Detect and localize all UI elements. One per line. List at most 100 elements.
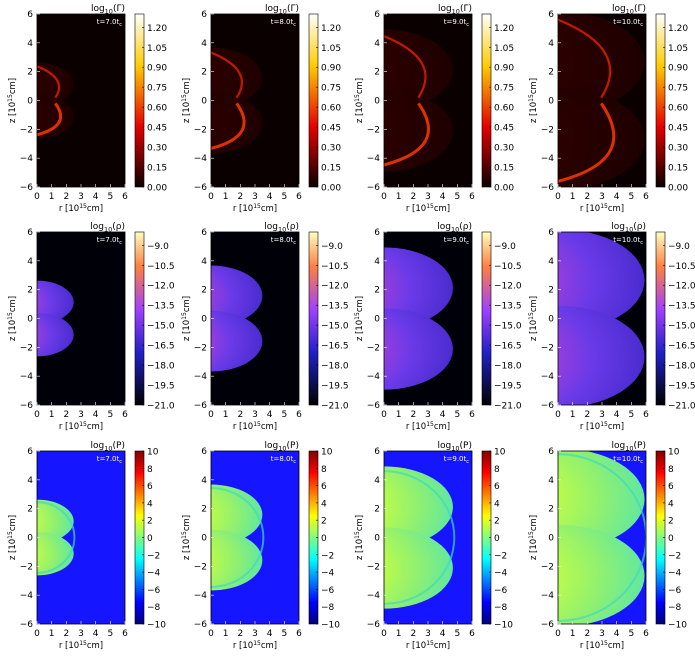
y-tick-label: 2 — [374, 68, 380, 78]
colorbar-tick-label: −13.5 — [668, 302, 695, 312]
colorbar-tick-label: −8 — [494, 603, 508, 613]
colorbar-tick-label: 0.45 — [668, 124, 688, 134]
y-tick-label: 2 — [201, 68, 207, 78]
lower-lobe — [558, 305, 645, 405]
y-tick-label: −2 — [367, 343, 380, 353]
colorbar-tick-label: −9.0 — [147, 242, 169, 252]
y-tick-label: 0 — [548, 97, 554, 107]
colorbar-tick-label: 0.75 — [668, 84, 688, 94]
x-tick-label: 0 — [555, 192, 561, 202]
x-tick-label: 4 — [93, 192, 99, 202]
x-tick-label: 6 — [122, 629, 128, 639]
lower-lobe — [211, 92, 263, 154]
x-tick-label: 0 — [34, 410, 40, 420]
colorbar-tick-label: 6 — [147, 482, 153, 492]
colorbar-tick-label: −4 — [147, 569, 161, 579]
y-tick-label: −2 — [194, 343, 207, 353]
x-tick-label: 3 — [252, 192, 258, 202]
time-label: t=7.0tc — [97, 18, 123, 28]
x-tick-label: 4 — [440, 192, 446, 202]
y-tick-label: −4 — [20, 591, 34, 601]
x-axis-label: r [1015cm] — [59, 421, 103, 432]
lower-lobe — [211, 529, 263, 591]
y-axis-label: z [1015cm] — [528, 78, 539, 123]
colorbar — [308, 13, 319, 188]
y-tick-label: 2 — [201, 505, 207, 515]
colorbar-tick-label: −12.0 — [668, 282, 695, 292]
y-tick-label: −6 — [367, 183, 381, 193]
colorbar-tick-label: 10 — [147, 448, 159, 458]
colorbar-tick-label: −19.5 — [147, 382, 175, 392]
time-label: t=9.0tc — [444, 455, 470, 465]
x-tick-label: 0 — [555, 410, 561, 420]
time-label: t=10.0tc — [613, 455, 643, 465]
x-axis-label: r [1015cm] — [233, 640, 277, 651]
colorbar-tick-label: −16.5 — [494, 342, 522, 352]
y-tick-label: −4 — [541, 372, 555, 382]
colorbar-tick-label: 1.20 — [147, 24, 167, 34]
y-axis-label: z [1015cm] — [7, 78, 18, 123]
y-tick-label: −2 — [541, 562, 554, 572]
x-tick-label: 4 — [93, 410, 99, 420]
colorbar-tick-label: 0 — [494, 534, 500, 544]
colorbar-tick-label: 2 — [321, 517, 327, 527]
colorbar-tick-label: −4 — [321, 569, 335, 579]
lower-shock-front — [558, 102, 616, 183]
colorbar-tick-label: 1.20 — [321, 24, 341, 34]
x-tick-label: 2 — [63, 410, 69, 420]
x-tick-label: 2 — [584, 192, 590, 202]
y-tick-label: 0 — [548, 534, 554, 544]
x-tick-label: 5 — [281, 410, 287, 420]
colorbar-tick-label: 6 — [668, 482, 674, 492]
colorbar-tick-label: 0.30 — [668, 144, 688, 154]
x-tick-label: 0 — [34, 192, 40, 202]
colorbar-tick-label: −21.0 — [321, 402, 349, 412]
lower-lobe — [384, 90, 453, 172]
colorbar-tick-label: 0 — [321, 534, 327, 544]
colorbar-tick-label: −16.5 — [321, 342, 349, 352]
lower-shock-front — [37, 102, 62, 137]
x-tick-label: 0 — [34, 629, 40, 639]
colorbar-tick-label: 0.60 — [321, 104, 341, 114]
y-tick-label: −4 — [541, 591, 555, 601]
colorbar-tick-label: −10.5 — [494, 262, 522, 272]
colorbar — [308, 231, 319, 406]
y-tick-label: −6 — [541, 620, 555, 630]
x-tick-label: 3 — [78, 192, 84, 202]
x-tick-label: 2 — [410, 410, 416, 420]
upper-lobe — [558, 14, 645, 114]
y-tick-label: −2 — [541, 125, 554, 135]
x-tick-label: 3 — [78, 410, 84, 420]
x-tick-label: 0 — [208, 629, 214, 639]
x-axis-label: r [1015cm] — [406, 421, 450, 432]
colorbar-tick-label: 1.20 — [494, 24, 514, 34]
y-axis-label: z [1015cm] — [181, 515, 192, 560]
colorbar-tick-label: −18.0 — [147, 362, 175, 372]
upper-lobe — [211, 265, 263, 327]
y-tick-label: −2 — [367, 125, 380, 135]
panel-title: log10(Γ) — [265, 4, 299, 16]
y-tick-label: 2 — [374, 505, 380, 515]
y-tick-label: 6 — [27, 447, 33, 457]
time-label: t=8.0tc — [271, 236, 297, 246]
upper-lobe — [558, 451, 645, 551]
lower-lobe — [37, 313, 74, 357]
y-tick-label: −6 — [194, 183, 208, 193]
x-tick-label: 4 — [93, 629, 99, 639]
colorbar-tick-label: 0.15 — [321, 164, 341, 174]
colorbar-tick-label: 0.15 — [668, 164, 688, 174]
colorbar-tick-label: 0.75 — [147, 84, 167, 94]
y-tick-label: 0 — [374, 315, 380, 325]
x-tick-label: 6 — [643, 192, 649, 202]
x-tick-label: 5 — [628, 410, 634, 420]
colorbar-tick-label: −4 — [668, 569, 682, 579]
y-tick-label: −2 — [20, 343, 33, 353]
y-tick-label: −4 — [194, 154, 208, 164]
y-tick-label: 0 — [548, 315, 554, 325]
y-tick-label: −2 — [20, 562, 33, 572]
